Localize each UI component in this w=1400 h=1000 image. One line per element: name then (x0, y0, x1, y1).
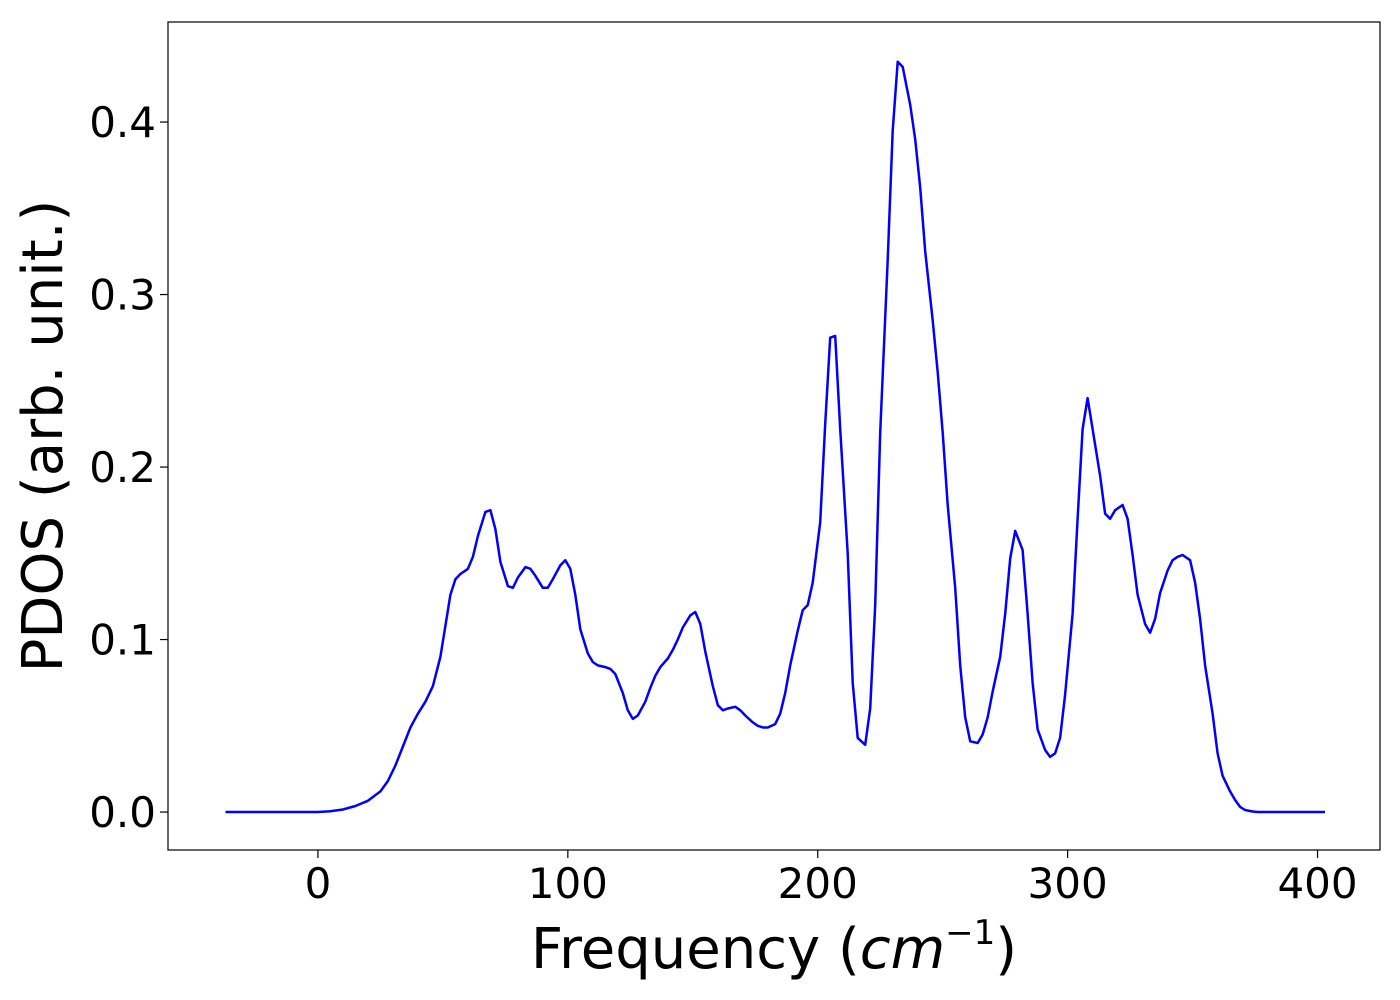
y-tick-label: 0.4 (89, 98, 156, 147)
y-tick-label: 0.2 (89, 443, 156, 492)
pdos-series-line (225, 60, 1325, 814)
x-tick-label: 200 (778, 859, 858, 908)
x-axis-label-unit: cm (860, 917, 945, 982)
x-tick-label: 300 (1028, 859, 1108, 908)
y-axis-label: PDOS (arb. unit.) (11, 200, 76, 673)
y-axis: 0.0 0.1 0.2 0.3 0.4 (89, 98, 168, 837)
plot-background (168, 22, 1380, 850)
x-tick-label: 100 (528, 859, 608, 908)
y-tick-label: 0.3 (89, 271, 156, 320)
y-tick-label: 0.1 (89, 616, 156, 665)
x-tick-label: 400 (1277, 859, 1357, 908)
plot-frame (167, 21, 1381, 851)
x-axis-label-text: Frequency (531, 917, 820, 982)
y-tick-label: 0.0 (89, 788, 156, 837)
x-axis-label: Frequency (cm−1) (531, 913, 1017, 982)
x-axis-label-exponent: −1 (945, 913, 995, 953)
x-tick-label: 0 (305, 859, 332, 908)
x-axis: 0 100 200 300 400 (305, 850, 1358, 908)
